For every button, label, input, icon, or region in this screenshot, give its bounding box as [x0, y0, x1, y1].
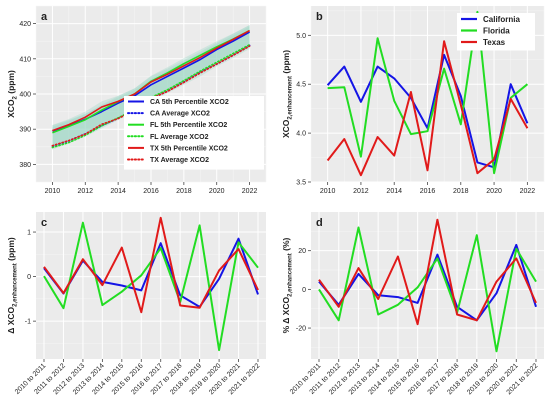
- series-line-texas: [326, 40, 529, 177]
- y-tick-label: 390: [19, 127, 31, 134]
- x-tick-label: 2016: [420, 188, 436, 195]
- y-tick-label: 3.5: [296, 180, 306, 187]
- legend-label: Texas: [483, 38, 506, 47]
- x-tick-label: 2018: [453, 188, 469, 195]
- y-tick-label: 380: [19, 162, 31, 169]
- legend-label: CA 5th Percentile XCO2: [150, 99, 229, 106]
- series-line-california: [318, 243, 537, 322]
- y-tick-label: 5.0: [296, 33, 306, 40]
- y-tick-label: -20: [296, 326, 306, 333]
- x-tick-label: 2016: [143, 188, 159, 195]
- series-line-florida: [327, 10, 529, 175]
- y-tick-label: 4.5: [296, 82, 306, 89]
- y-tick-label: 1: [27, 230, 31, 237]
- legend-label: California: [483, 15, 520, 24]
- panel-label: d: [316, 217, 323, 229]
- y-tick-label: 20: [298, 248, 306, 255]
- y-axis-label: Δ XCO2,enhancement (ppm): [6, 237, 19, 334]
- y-tick-label: 4.0: [296, 131, 306, 138]
- y-tick-label: 410: [19, 56, 31, 63]
- series-line-tx-5th-percentile-xco2: [52, 29, 250, 132]
- legend-box: [124, 96, 264, 170]
- series-line-texas: [318, 218, 537, 326]
- x-tick-label: 2022: [242, 188, 258, 195]
- panel-b: 3.5 4.0 4.5 5.0 2010 2012 2014 2016 2018 2020 2022…: [281, 6, 545, 195]
- y-tick-label: 0: [27, 274, 31, 281]
- y-tick-label: 400: [19, 92, 31, 99]
- x-tick-label: 2012: [77, 188, 93, 195]
- legend-label: TX Average XCO2: [150, 157, 209, 164]
- x-tick-label: 2010: [45, 188, 61, 195]
- y-tick-label: 0: [302, 287, 306, 294]
- x-tick-label: 2018: [176, 188, 192, 195]
- legend-label: FL 5th Percentile XCO2: [150, 122, 227, 129]
- x-tick-label: 2020: [209, 188, 225, 195]
- y-axis-label: % Δ XCO2,enhancement (%): [281, 237, 294, 333]
- x-tick-label: 2010: [320, 188, 336, 195]
- x-tick-label: 2012: [353, 188, 369, 195]
- panel-a: 380 390 400 410 420 2010 2012 2014 2016 2018 2020 2…: [6, 5, 267, 195]
- legend-label: CA Average XCO2: [150, 111, 210, 118]
- legend-label: TX 5th Percentile XCO2: [150, 145, 228, 152]
- legend-label: Florida: [483, 27, 510, 36]
- series-line-texas: [43, 216, 259, 314]
- legend: California Florida Texas: [457, 13, 535, 51]
- x-tick-label: 2022: [520, 188, 536, 195]
- y-axis-label: XCO2,enhancement (ppm): [281, 50, 294, 138]
- panel-label: c: [41, 217, 47, 229]
- legend-label: FL Average XCO2: [150, 134, 209, 141]
- y-axis-label: XCO2 (ppm): [6, 70, 19, 118]
- x-tick-label: 2020: [486, 188, 502, 195]
- panel-label: b: [316, 11, 323, 23]
- y-tick-label: -1: [25, 319, 31, 326]
- legend: CA 5th Percentile XCO2 CA Average XCO2 FL …: [124, 96, 264, 170]
- panel-label: a: [41, 11, 48, 23]
- series-line-fl-average-xco2: [51, 43, 251, 149]
- y-tick-label: 420: [19, 21, 31, 28]
- x-tick-label: 2014: [110, 188, 126, 195]
- plot-background: [36, 212, 266, 359]
- x-tick-label: 2014: [386, 188, 402, 195]
